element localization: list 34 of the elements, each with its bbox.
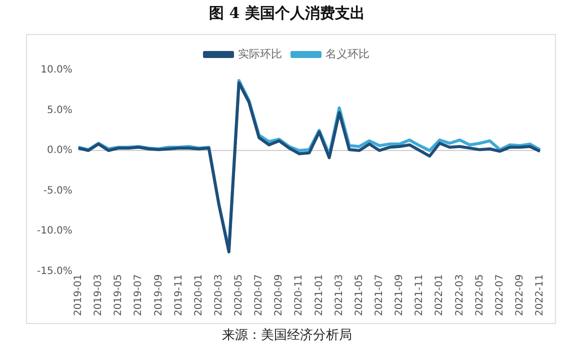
x-tick-label: 2019-09 xyxy=(153,274,164,316)
x-tick-label: 2022-09 xyxy=(514,274,526,316)
x-tick-label: 2019-11 xyxy=(173,274,184,316)
y-tick-label: -15.0% xyxy=(36,266,72,277)
x-tick-label: 2019-07 xyxy=(133,274,144,316)
x-tick-label: 2020-11 xyxy=(294,274,305,316)
y-tick-label: 5.0% xyxy=(46,104,72,116)
y-tick-label: 10.0% xyxy=(40,64,72,76)
x-tick-label: 2020-05 xyxy=(234,274,245,316)
x-tick-label: 2020-07 xyxy=(254,274,265,316)
chart-title: 图 4 美国个人消费支出 xyxy=(208,4,366,23)
x-tick-label: 2019-03 xyxy=(93,274,104,316)
x-tick-label: 2021-11 xyxy=(414,274,426,316)
x-tick-label: 2020-03 xyxy=(213,274,224,316)
y-tick-label: -10.0% xyxy=(36,226,72,237)
x-tick-label: 2020-09 xyxy=(274,274,285,316)
legend-label: 实际环比 xyxy=(238,47,282,60)
x-tick-label: 2021-05 xyxy=(354,274,365,316)
x-tick-label: 2019-05 xyxy=(113,274,124,316)
source-note: 来源：美国经济分析局 xyxy=(221,327,353,344)
y-tick-label: -5.0% xyxy=(43,185,72,196)
x-tick-label: 2019-01 xyxy=(72,274,84,316)
x-tick-label: 2020-01 xyxy=(193,274,204,316)
x-tick-label: 2022-07 xyxy=(494,274,506,316)
x-tick-label: 2022-05 xyxy=(474,274,486,316)
x-tick-label: 2021-01 xyxy=(314,274,325,316)
x-tick-label: 2022-03 xyxy=(454,274,466,316)
x-tick-label: 2021-03 xyxy=(334,274,345,316)
x-tick-label: 2022-11 xyxy=(534,274,546,316)
y-tick-label: 0.0% xyxy=(46,145,72,156)
x-tick-label: 2022-01 xyxy=(434,274,446,316)
legend-label: 名义环比 xyxy=(326,47,370,60)
x-tick-label: 2021-09 xyxy=(394,274,406,316)
x-tick-label: 2021-07 xyxy=(374,274,386,316)
